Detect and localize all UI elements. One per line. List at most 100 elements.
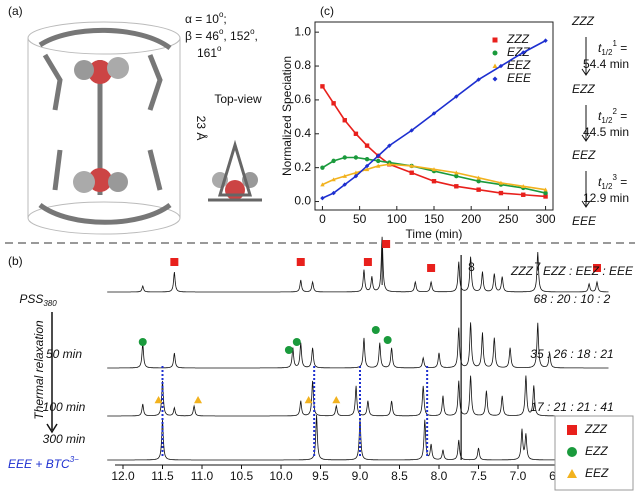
marker: [387, 143, 392, 148]
fit-line: [322, 39, 546, 199]
half-life-part: 1/2: [601, 116, 613, 125]
marker: [353, 155, 359, 160]
peak-label: 8: [468, 260, 475, 274]
spectrum: [107, 322, 609, 369]
x-tick-label: 250: [498, 212, 518, 226]
angle-part: o: [250, 27, 255, 36]
y-tick-label: 0.6: [294, 92, 311, 106]
arrow-head: [581, 200, 591, 208]
x-tick-label: 9.5: [312, 469, 329, 483]
x-tick-label: 10.5: [230, 469, 254, 483]
half-life-value: 44.5 min: [583, 125, 629, 139]
marker: [376, 163, 381, 168]
legend-label: EZZ: [507, 45, 530, 59]
legend-label: ZZZ: [584, 422, 608, 436]
marker: [371, 326, 380, 334]
marker: [383, 336, 392, 344]
y-tick-label: 0.8: [294, 58, 311, 72]
half-life-value: 12.9 min: [583, 191, 629, 205]
x-tick-label: 7.5: [470, 469, 487, 483]
marker: [194, 396, 203, 404]
arrow-head: [581, 134, 591, 142]
marker: [331, 158, 336, 164]
marker: [567, 447, 577, 457]
angle-part: , 152: [223, 29, 250, 43]
marker: [320, 195, 325, 201]
spectra: PSS380 68 : 20 : 10 : 2 50 min 35 : 26 : 18…: [8, 236, 634, 491]
marker: [492, 37, 498, 43]
marker: [154, 396, 163, 404]
marker: [431, 179, 437, 184]
fit-line: [321, 85, 546, 198]
x-tick-label: 200: [461, 212, 481, 226]
distance-label: 23 Å: [194, 116, 209, 141]
ratio: 17 : 21 : 21 : 41: [530, 400, 613, 414]
half-life-part: =: [617, 175, 627, 189]
x-tick-label: 8.5: [391, 469, 408, 483]
angle-part: ,: [255, 29, 258, 43]
half-life: t1/21 =: [598, 39, 627, 57]
species-label: EEZ: [572, 148, 596, 162]
marker: [364, 163, 370, 169]
marker: [543, 187, 548, 192]
spectrum-label-part: 300 min: [43, 432, 86, 446]
x-tick-label: 7.0: [510, 469, 527, 483]
angle-part: o: [217, 44, 222, 53]
marker: [521, 184, 526, 189]
legend-label: EEZ: [585, 466, 609, 480]
angle-part: o: [219, 10, 224, 19]
species-label: EZZ: [572, 82, 595, 96]
angle-text: α = 10o;: [185, 10, 227, 26]
marker: [476, 179, 481, 184]
marker: [543, 190, 548, 196]
final-part: EEE + BTC: [8, 457, 70, 471]
half-life-part: 1/2: [601, 182, 613, 191]
marker: [363, 258, 372, 266]
marker: [543, 38, 548, 43]
x-tick-label: 50: [353, 212, 367, 226]
final-part: 3−: [70, 455, 79, 464]
y-tick-label: 0.2: [294, 160, 311, 174]
x-tick-label: 10.0: [269, 469, 293, 483]
spectrum-label: 300 min: [43, 432, 86, 446]
marker: [382, 240, 391, 248]
marker: [292, 338, 301, 346]
legend-label: EEZ: [507, 58, 531, 72]
marker: [431, 167, 437, 172]
legend-label: EZZ: [585, 444, 608, 458]
spectrum: [107, 236, 609, 293]
marker: [492, 63, 498, 68]
marker: [498, 180, 504, 185]
angle-part: α = 10: [185, 12, 219, 26]
peak-label: 7: [534, 260, 541, 274]
half-life: t1/22 =: [598, 107, 627, 125]
half-life-part: 1/2: [601, 48, 613, 57]
marker: [521, 192, 526, 197]
marker: [342, 182, 347, 187]
marker: [409, 163, 414, 168]
angle-text: β = 46o, 152o,: [185, 27, 258, 43]
x-axis-label: Time (min): [406, 227, 463, 241]
marker: [492, 76, 498, 82]
x-tick-label: 11.0: [191, 469, 214, 483]
marker: [284, 346, 293, 354]
panel-label: (a): [8, 4, 23, 18]
species-label: ZZZ: [571, 14, 595, 28]
marker: [296, 258, 305, 266]
half-life-part: =: [617, 41, 627, 55]
marker: [320, 165, 325, 170]
x-tick-label: 0: [319, 212, 326, 226]
y-tick-label: 0.4: [294, 126, 311, 140]
fit-line: [322, 163, 546, 191]
legend-label: EEE: [507, 71, 532, 85]
angle-part: o: [219, 27, 224, 36]
arrow-head: [581, 68, 591, 76]
half-life: t1/23 =: [598, 173, 627, 191]
marker: [521, 50, 526, 55]
marker: [593, 264, 601, 272]
angle-part: β = 46: [185, 29, 219, 43]
marker: [138, 338, 147, 346]
marker: [427, 264, 436, 272]
x-tick-label: 8.0: [431, 469, 448, 483]
